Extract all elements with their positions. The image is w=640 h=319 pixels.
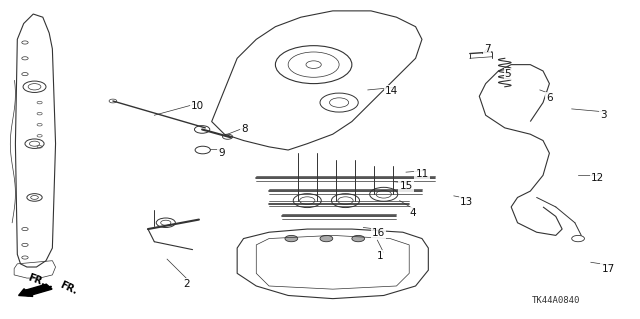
Text: 3: 3: [600, 110, 607, 120]
Text: 14: 14: [385, 85, 398, 96]
Text: 7: 7: [484, 44, 490, 54]
Text: 1: 1: [377, 251, 384, 261]
Text: FR.: FR.: [26, 272, 47, 287]
Text: 11: 11: [415, 169, 429, 179]
Circle shape: [320, 235, 333, 242]
Text: FR.: FR.: [59, 279, 79, 296]
Text: 4: 4: [409, 208, 416, 218]
Text: 2: 2: [183, 279, 189, 289]
Text: 16: 16: [372, 228, 385, 238]
Circle shape: [285, 235, 298, 242]
Text: 5: 5: [505, 69, 511, 79]
Text: 10: 10: [191, 101, 204, 111]
Text: 17: 17: [602, 263, 614, 274]
FancyArrow shape: [19, 284, 52, 296]
Text: 8: 8: [241, 124, 248, 135]
Text: 12: 12: [591, 174, 604, 183]
Text: 9: 9: [218, 148, 225, 158]
Text: TK44A0840: TK44A0840: [532, 296, 580, 305]
Text: 13: 13: [460, 197, 473, 207]
Text: 15: 15: [399, 182, 413, 191]
Circle shape: [352, 235, 365, 242]
Text: 6: 6: [546, 93, 553, 103]
